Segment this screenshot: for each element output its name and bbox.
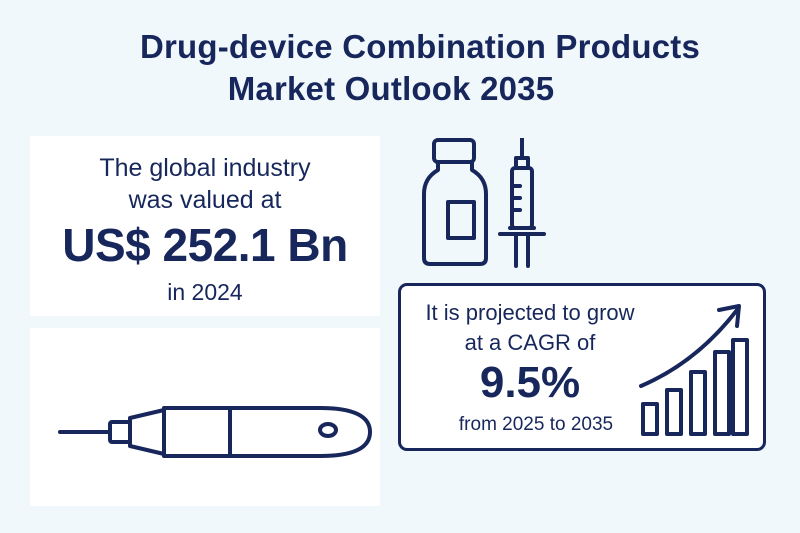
- auto-injector-pen-icon: [58, 406, 372, 458]
- title-line-1: Drug-device Combination Products: [139, 28, 701, 65]
- market-value-line-2: was valued at: [128, 186, 282, 214]
- cagr-period: from 2025 to 2035: [458, 414, 614, 435]
- cagr-card: It is projected to grow at a CAGR of 9.5…: [398, 283, 766, 451]
- market-value-year: in 2024: [167, 279, 243, 305]
- syringe-icon: [498, 138, 546, 268]
- growth-chart-icon: [637, 300, 757, 440]
- market-value-amount: US$ 252.1 Bn: [62, 219, 348, 271]
- growth-arrow-head: [717, 304, 741, 328]
- growth-bar: [665, 388, 683, 436]
- growth-bar: [689, 370, 707, 436]
- growth-bar: [641, 402, 659, 436]
- auto-injector-card: [30, 328, 380, 506]
- market-value-card: The global industry was valued at US$ 25…: [30, 136, 380, 316]
- growth-arrow: [639, 308, 739, 388]
- cagr-line-1: It is projected to grow: [425, 300, 635, 325]
- growth-bar: [731, 338, 749, 436]
- growth-bar: [713, 350, 731, 436]
- title-line-2: Market Outlook 2035: [227, 70, 555, 107]
- vial-syringe-illustration: [420, 138, 560, 268]
- market-value-line-1: The global industry: [99, 154, 311, 182]
- cagr-rate: 9.5%: [479, 358, 581, 407]
- page-title: Drug-device Combination Products Market …: [0, 26, 800, 110]
- cagr-line-2: at a CAGR of: [464, 330, 596, 355]
- vial-icon: [422, 138, 488, 266]
